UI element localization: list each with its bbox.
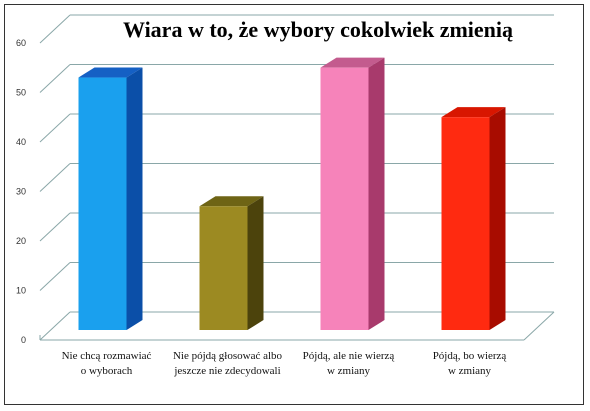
- bar-front: [78, 77, 127, 330]
- y-tick-label: 0: [21, 335, 26, 345]
- bar-front: [441, 117, 490, 331]
- gridline-diagonal: [39, 163, 71, 192]
- bar-front: [320, 67, 369, 331]
- bar: [441, 107, 506, 331]
- category-label: Nie chcą rozmawiać: [62, 350, 152, 362]
- category-label: Nie pójdą głosować albo: [173, 350, 283, 362]
- y-tick-label: 10: [16, 286, 26, 296]
- gridline-diagonal: [39, 14, 71, 44]
- chart-title: Wiara w to, że wybory cokolwiek zmienią: [123, 17, 513, 42]
- bar-top: [441, 107, 506, 118]
- bar-side: [126, 67, 143, 331]
- gridline-diagonal: [39, 212, 71, 242]
- x-axis-labels: Nie chcą rozmawiać o wyborach Nie pójdą gł…: [62, 350, 507, 377]
- y-tick-label: 20: [16, 236, 26, 246]
- category-label: w zmiany: [327, 365, 371, 377]
- y-tick-label: 40: [16, 137, 26, 147]
- y-tick-label: 50: [16, 88, 26, 98]
- bar-side: [489, 107, 506, 331]
- category-label: o wyborach: [81, 365, 133, 377]
- bars: [78, 57, 506, 331]
- bar-front: [199, 206, 248, 330]
- category-label: Pójdą, bo wierzą: [433, 350, 507, 362]
- y-axis-ticks: 0 10 20 30 40 50 60: [16, 38, 26, 345]
- gridline-diagonal: [39, 113, 71, 143]
- y-tick-label: 60: [16, 38, 26, 48]
- bar: [320, 57, 385, 331]
- bar: [199, 196, 264, 330]
- category-label: Pójdą, ale nie wierzą: [303, 350, 395, 362]
- floor-right-edge: [523, 311, 555, 341]
- gridline-diagonal: [39, 64, 71, 93]
- category-label: w zmiany: [448, 365, 492, 377]
- bar-top: [320, 57, 385, 68]
- category-label: jeszcze nie zdecydowali: [173, 365, 280, 377]
- bar-side: [247, 196, 264, 330]
- bar-side: [368, 57, 385, 331]
- gridline-diagonal: [39, 311, 71, 341]
- bar-top: [199, 196, 264, 207]
- gridline-diagonal: [39, 262, 71, 291]
- y-tick-label: 30: [16, 187, 26, 197]
- bar-top: [78, 67, 143, 78]
- bar: [78, 67, 143, 331]
